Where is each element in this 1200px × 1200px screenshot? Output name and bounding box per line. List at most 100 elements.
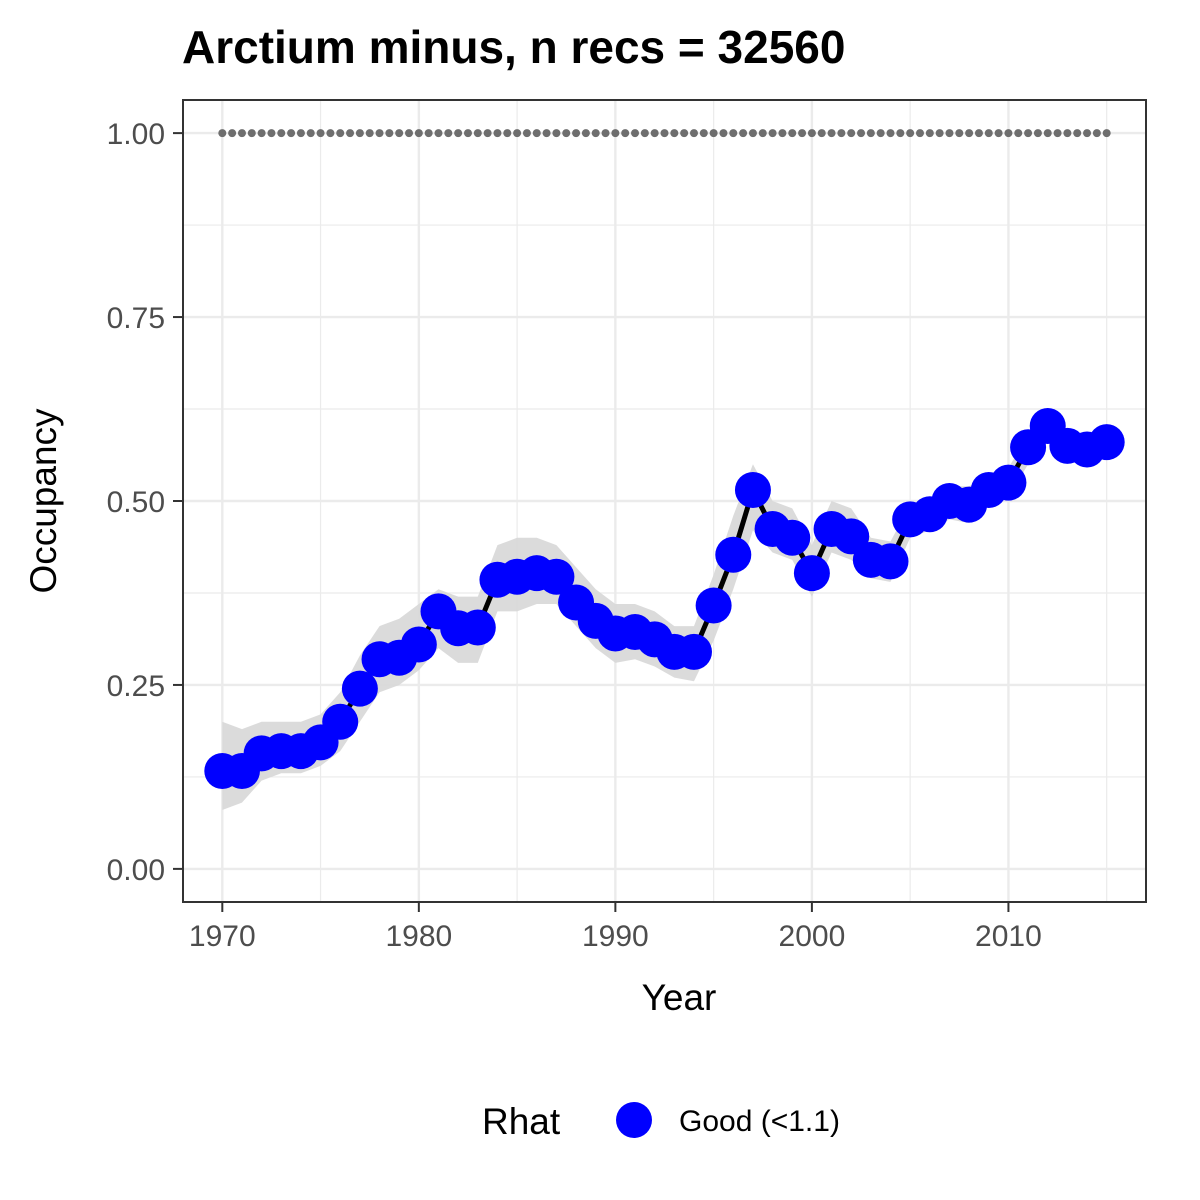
x-tick-label: 2000 [779,920,846,953]
reference-dot [532,129,541,138]
reference-dot [906,129,915,138]
reference-dot [631,129,640,138]
reference-dot [296,129,305,138]
reference-dot [1043,129,1052,138]
reference-dot [424,129,433,138]
reference-dot [827,129,836,138]
legend-label-good: Good (<1.1) [679,1105,840,1138]
data-points [204,407,1125,790]
reference-dot [572,129,581,138]
reference-dot [925,129,934,138]
reference-dot [218,129,227,138]
reference-dot [955,129,964,138]
reference-dot [965,129,974,138]
data-point-1976 [322,703,359,740]
data-point-1995 [695,587,732,624]
reference-dot [709,129,718,138]
reference-dot [876,129,885,138]
data-point-2000 [793,555,830,592]
reference-dot [385,129,394,138]
data-point-2015 [1088,424,1125,461]
reference-dot [542,129,551,138]
reference-dot [886,129,895,138]
reference-dot [1102,129,1111,138]
reference-dot [1063,129,1072,138]
reference-dot [503,129,512,138]
reference-dot [984,129,993,138]
reference-dot [405,129,414,138]
reference-dot [493,129,502,138]
reference-dot [974,129,983,138]
reference-dot [1024,129,1033,138]
x-tick-label: 1970 [189,920,256,953]
reference-dot [847,129,856,138]
reference-dot [935,129,944,138]
reference-dot [277,129,286,138]
reference-dot [473,129,482,138]
plot-panel [182,99,1147,903]
reference-line [218,129,1111,138]
reference-dot [640,129,649,138]
reference-dot [807,129,816,138]
reference-dot [699,129,708,138]
reference-dot [237,129,246,138]
reference-dot [375,129,384,138]
data-point-1997 [734,471,771,508]
y-tick-label: 0.75 [107,302,165,335]
chart-title: Arctium minus, n recs = 32560 [182,21,845,73]
y-tick-label: 0.25 [107,670,165,703]
reference-dot [621,129,630,138]
data-point-1987 [538,558,575,595]
reference-dot [650,129,659,138]
legend: Rhat Good (<1.1) [482,1101,840,1142]
x-tick-label: 2010 [975,920,1042,953]
reference-dot [758,129,767,138]
reference-dot [444,129,453,138]
reference-dot [739,129,748,138]
reference-dot [837,129,846,138]
data-point-1983 [459,609,496,646]
reference-dot [522,129,531,138]
reference-dot [1053,129,1062,138]
data-point-2002 [833,518,870,555]
reference-dot [719,129,728,138]
reference-dot [915,129,924,138]
reference-dot [513,129,522,138]
reference-dot [1092,129,1101,138]
reference-dot [1014,129,1023,138]
reference-dot [748,129,757,138]
reference-dot [896,129,905,138]
reference-dot [355,129,364,138]
reference-dot [768,129,777,138]
reference-dot [483,129,492,138]
reference-dot [454,129,463,138]
x-tick-label: 1990 [582,920,649,953]
reference-dot [729,129,738,138]
y-tick-label: 1.00 [107,118,165,151]
reference-dot [434,129,443,138]
y-tick-label: 0.50 [107,486,165,519]
reference-dot [346,129,355,138]
data-point-1996 [715,536,752,573]
reference-dot [591,129,600,138]
x-tick-label: 1980 [385,920,452,953]
y-axis-title: Occupancy [23,408,64,594]
reference-dot [336,129,345,138]
reference-dot [788,129,797,138]
reference-dot [689,129,698,138]
reference-dot [316,129,325,138]
reference-dot [326,129,335,138]
reference-dot [228,129,237,138]
reference-dot [267,129,276,138]
data-point-1980 [400,626,437,663]
reference-dot [463,129,472,138]
reference-dot [670,129,679,138]
reference-dot [365,129,374,138]
data-point-2004 [872,543,909,580]
reference-dot [395,129,404,138]
data-point-1977 [341,670,378,707]
x-axis-title: Year [642,977,717,1018]
reference-dot [287,129,296,138]
reference-dot [857,129,866,138]
reference-dot [1033,129,1042,138]
